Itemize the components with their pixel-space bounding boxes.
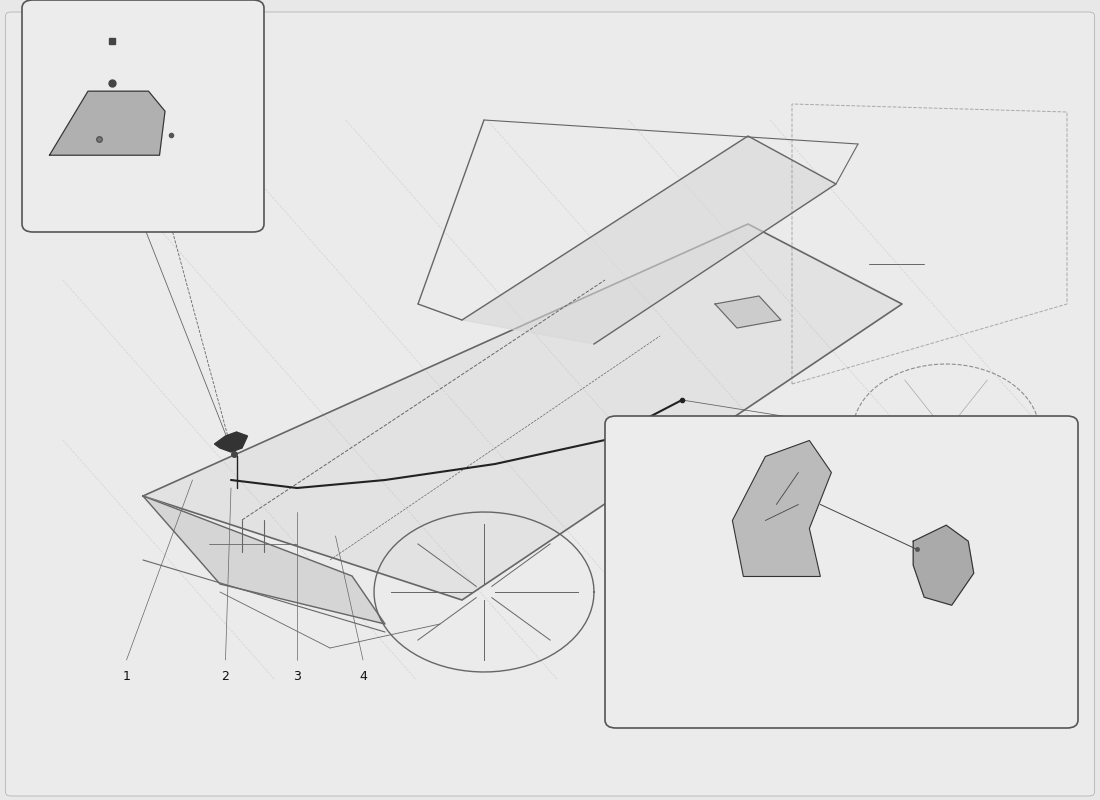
Polygon shape [50,91,165,155]
Text: 3: 3 [829,703,836,713]
Text: 2: 2 [221,670,230,682]
Polygon shape [733,441,832,577]
Text: 11: 11 [198,35,211,46]
Text: 10: 10 [57,90,70,99]
Polygon shape [143,496,385,624]
FancyBboxPatch shape [22,0,264,232]
FancyBboxPatch shape [6,12,1094,796]
FancyBboxPatch shape [605,416,1078,728]
Polygon shape [913,526,974,605]
Polygon shape [214,432,248,452]
Polygon shape [462,136,836,344]
Text: 8: 8 [926,675,933,685]
Text: 4: 4 [359,670,367,682]
Text: 3: 3 [293,670,301,682]
Text: 9: 9 [57,35,64,46]
Polygon shape [143,224,902,600]
Text: 1: 1 [122,670,131,682]
Polygon shape [715,296,781,328]
Text: 5: 5 [666,675,672,685]
